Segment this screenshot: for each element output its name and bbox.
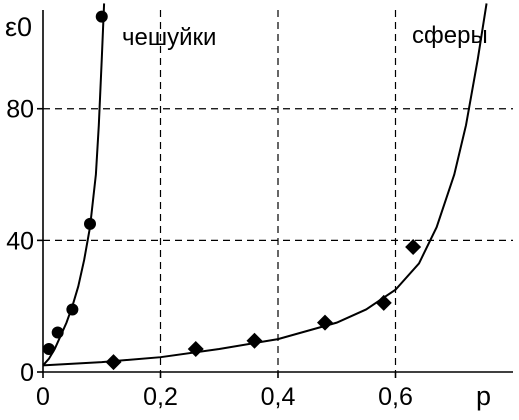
fit-curve-1 [42, 3, 488, 367]
data-point-s1-0 [105, 354, 122, 371]
y-axis-title: ε0 [5, 12, 32, 42]
x-tick-label-2: 0,4 [261, 383, 296, 411]
y-tick-label-1: 40 [6, 227, 34, 255]
series-label-flakes: чешуйки [122, 24, 216, 51]
data-point-s1-5 [405, 238, 422, 255]
data-point-s1-4 [375, 294, 392, 311]
data-point-s0-3 [84, 217, 96, 230]
data-point-s1-2 [246, 332, 263, 349]
data-point-s0-1 [51, 326, 64, 339]
x-tick-label-0: 0 [36, 383, 50, 411]
curve-layer [42, 3, 488, 367]
marker-layer [42, 10, 422, 371]
y-tick-label-0: 0 [20, 359, 34, 387]
x-tick-label-1: 0,2 [143, 383, 178, 411]
tick-layer: 0 0,2 0,4 0,6 0 40 80 [6, 96, 413, 411]
data-point-s0-2 [66, 303, 79, 316]
label-layer: p ε0 чешуйки сферы [5, 12, 491, 411]
x-tick-label-3: 0,6 [378, 383, 413, 411]
data-point-s0-4 [95, 10, 108, 23]
data-point-s1-3 [317, 314, 333, 331]
x-axis-title: p [476, 381, 491, 411]
data-point-s0-0 [42, 342, 55, 355]
series-label-spheres: сферы [412, 22, 488, 49]
data-point-s1-1 [187, 340, 204, 357]
grid-layer [43, 10, 513, 372]
y-tick-label-2: 80 [6, 96, 34, 124]
